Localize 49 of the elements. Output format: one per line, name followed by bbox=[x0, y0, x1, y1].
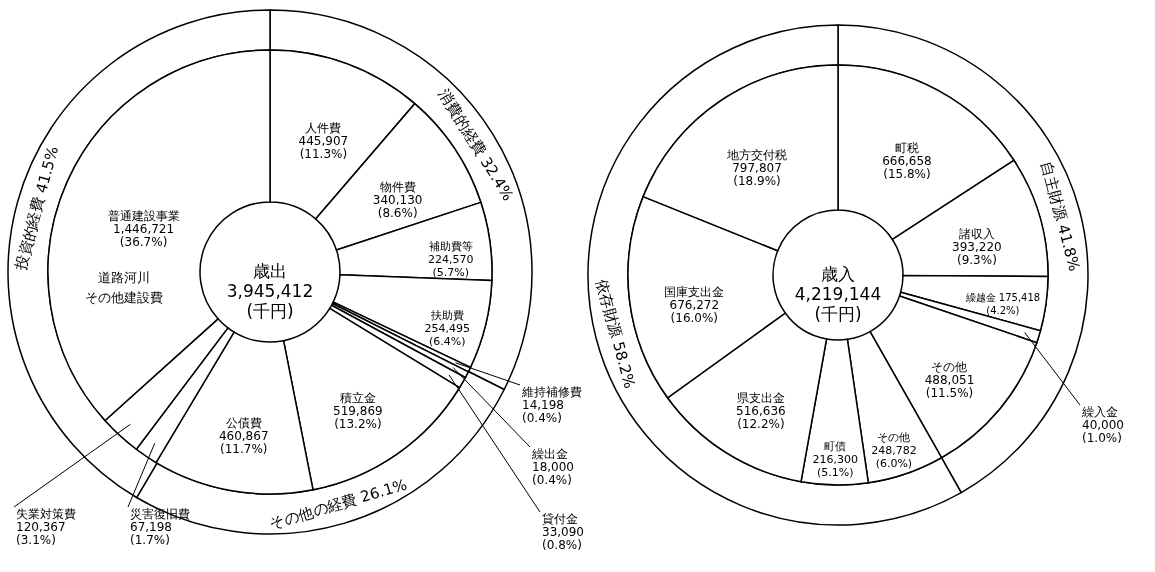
data-label: 18,000 (0.4%) bbox=[532, 460, 574, 487]
slice-label: その他の経費 26.1% bbox=[267, 475, 410, 533]
slice-label: 投資的経費 41.5% bbox=[10, 144, 63, 273]
slice-label: 失業対策費 bbox=[16, 507, 76, 521]
slice-label: 人件費 bbox=[305, 120, 342, 135]
data-label: 224,570 (5.7%) bbox=[427, 252, 474, 279]
data-label: 488,051 (11.5%) bbox=[924, 373, 975, 401]
data-label: 216,300 (5.1%) bbox=[812, 453, 858, 480]
slice-label: その他 bbox=[877, 430, 911, 444]
data-label: 797,807 (18.9%) bbox=[732, 161, 782, 189]
slice-label: 国庫支出金 bbox=[664, 285, 725, 300]
slice-label: 維持補修費 bbox=[521, 385, 582, 399]
text: 歳入 4,219,144 (千円) bbox=[794, 264, 882, 324]
slice-label: 繰出金 bbox=[531, 447, 568, 461]
data-label: 445,907 (11.3%) bbox=[298, 133, 349, 161]
data-label: 14,198 (0.4%) bbox=[522, 398, 564, 425]
data-label: 460,867 (11.7%) bbox=[218, 429, 269, 457]
data-label: 40,000 (1.0%) bbox=[1082, 418, 1124, 445]
data-label: 1,446,721 (36.7%) bbox=[113, 221, 175, 249]
data-label: 248,782 (6.0%) bbox=[871, 443, 917, 470]
slice-label: 物件費 bbox=[379, 179, 416, 194]
data-label: 519,869 (13.2%) bbox=[333, 403, 383, 431]
slice-label: 町債 bbox=[824, 440, 847, 454]
data-label: 120,367 (3.1%) bbox=[16, 520, 66, 547]
data-label: 393,220 (9.3%) bbox=[952, 240, 1002, 268]
data-label: 254,495 (6.4%) bbox=[424, 321, 470, 348]
slice-label: 依存財源 58.2% bbox=[592, 276, 639, 391]
text: 歳出 3,945,412 (千円) bbox=[226, 261, 314, 321]
data-label: 676,272 (16.0%) bbox=[669, 298, 720, 326]
slice-label: 繰入金 bbox=[1081, 405, 1118, 419]
slice-label: 扶助費 bbox=[429, 308, 464, 322]
slice-label: その他 bbox=[931, 360, 968, 375]
data-label: 666,658 (15.8%) bbox=[882, 153, 932, 181]
slice-label: 公債費 bbox=[225, 416, 262, 431]
text: 道路河川その他建設費 bbox=[85, 270, 164, 306]
slice-label: 貸付金 bbox=[542, 512, 578, 526]
data-label: 340,130 (8.6%) bbox=[372, 192, 423, 220]
slice-label: 補助費等 bbox=[428, 239, 473, 253]
slice-label: 普通建設事業 bbox=[107, 208, 180, 223]
slice-label: 自主財源 41.8% bbox=[1037, 159, 1084, 274]
slice-label: 町税 bbox=[894, 140, 919, 155]
slice-label: 県支出金 bbox=[736, 390, 785, 405]
slice-label: 地方交付税 bbox=[725, 148, 787, 163]
data-label: 67,198 (1.7%) bbox=[130, 520, 172, 547]
slice-label: 諸収入 bbox=[958, 227, 995, 242]
slice-label: 積立金 bbox=[339, 390, 376, 405]
data-label: 516,636 (12.2%) bbox=[736, 403, 786, 431]
data-label: 33,090 (0.8%) bbox=[542, 525, 584, 552]
slice-label: 繰越金 175,418 (4.2%) bbox=[964, 291, 1041, 316]
